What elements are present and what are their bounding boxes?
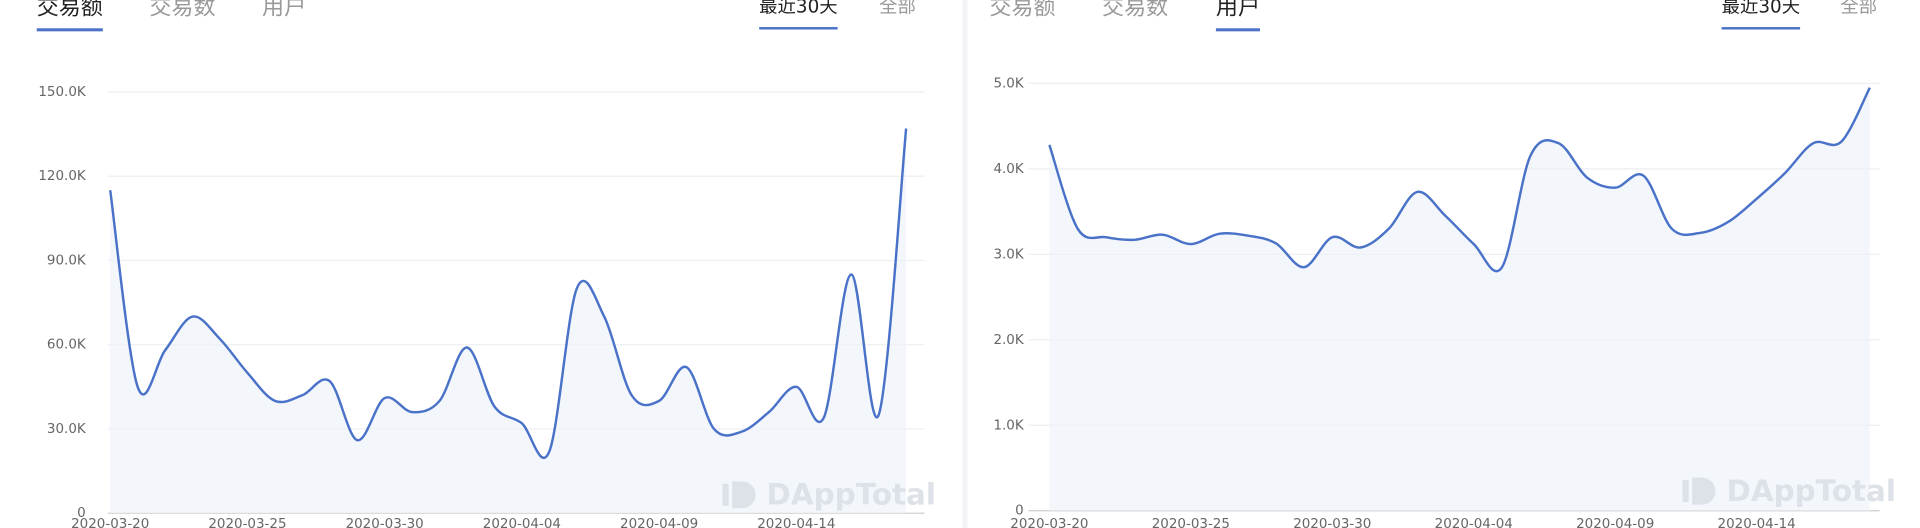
y-tick-label: 1.0K	[993, 418, 1024, 433]
tab-underline	[1215, 28, 1260, 32]
tab-underline	[36, 28, 103, 32]
watermark-icon	[1682, 477, 1716, 505]
divider	[962, 0, 968, 528]
x-tick-label: 2020-04-09	[620, 517, 698, 528]
x-tick-label: 2020-04-14	[1718, 517, 1796, 528]
y-tick-label: 4.0K	[993, 162, 1024, 177]
x-tick-label: 2020-03-30	[1293, 517, 1371, 528]
metric-tab[interactable]: 交易数	[149, 0, 215, 21]
x-tick-label: 2020-04-09	[1576, 517, 1654, 528]
y-tick-label: 5.0K	[993, 76, 1024, 91]
x-tick-label: 2020-03-25	[1152, 517, 1230, 528]
x-tick-label: 2020-04-14	[757, 517, 835, 528]
y-tick-label: 150.0K	[38, 85, 87, 100]
metric-tab[interactable]: 交易额	[37, 0, 103, 21]
y-tick-label: 30.0K	[47, 422, 87, 437]
area	[1049, 87, 1870, 511]
x-tick-label: 2020-04-04	[483, 517, 561, 528]
y-tick-label: 0	[77, 506, 86, 521]
y-tick-label: 90.0K	[47, 253, 87, 268]
range-tab[interactable]: 全部	[1840, 0, 1877, 17]
y-tick-label: 0	[1015, 504, 1024, 519]
watermark: DAppTotal	[767, 478, 936, 512]
x-tick-label: 2020-03-20	[1010, 517, 1088, 528]
line	[108, 128, 908, 460]
metric-tab[interactable]: 交易额	[989, 0, 1055, 21]
metric-tab[interactable]: 交易数	[1102, 0, 1168, 21]
range-tab[interactable]: 最近30天	[759, 0, 837, 17]
y-tick-label: 120.0K	[38, 169, 87, 184]
line	[1048, 87, 1871, 273]
y-tick-label: 60.0K	[47, 338, 87, 353]
watermark-icon	[722, 481, 756, 509]
range-tab[interactable]: 最近30天	[1722, 0, 1800, 17]
area	[110, 128, 907, 514]
x-tick-label: 2020-04-04	[1435, 517, 1513, 528]
range-tab[interactable]: 全部	[879, 0, 916, 17]
x-tick-label: 2020-03-20	[71, 517, 149, 528]
tab-underline	[759, 27, 838, 30]
x-tick-label: 2020-03-25	[208, 517, 286, 528]
y-tick-label: 2.0K	[993, 333, 1024, 348]
watermark: DAppTotal	[1727, 474, 1896, 508]
x-tick-label: 2020-03-30	[346, 517, 424, 528]
tab-underline	[1721, 27, 1801, 30]
metric-tab[interactable]: 用户	[262, 0, 306, 21]
metric-tab[interactable]: 用户	[1216, 0, 1260, 21]
y-tick-label: 3.0K	[993, 247, 1024, 262]
